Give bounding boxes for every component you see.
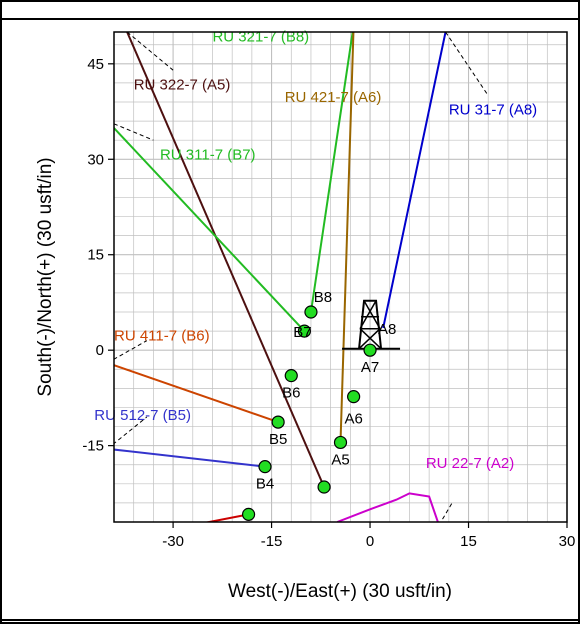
- point-label: B6: [282, 385, 300, 402]
- series-label: RU 411-7 (B6): [114, 328, 210, 345]
- well-path-line: [309, 32, 354, 313]
- x-tick-label: 30: [559, 533, 576, 550]
- series-label: RU 31-7 (A8): [449, 102, 537, 119]
- point-label: B7: [293, 324, 311, 341]
- point-label: A5: [331, 451, 349, 468]
- well-path-line: [336, 492, 439, 522]
- surface-marker: [258, 460, 272, 474]
- surface-marker: [284, 369, 298, 383]
- series-label: RU 322-7 (A5): [134, 76, 231, 93]
- x-tick-label: 0: [366, 533, 374, 550]
- leader-line: [114, 416, 148, 445]
- surface-marker: [317, 480, 331, 494]
- series-label: RU 311-7 (B7): [160, 146, 256, 163]
- x-tick-label: -15: [261, 533, 283, 550]
- surface-marker: [347, 390, 361, 404]
- point-label: B5: [269, 431, 287, 448]
- x-tick-label: 15: [460, 533, 477, 550]
- surface-markers: [241, 305, 377, 521]
- series-label: RU 512-7 (B5): [94, 407, 191, 424]
- surface-marker: [241, 507, 256, 521]
- labels: A5 A6 A7 A8 B4 B5 B6 B7 B8 RU 22-7 (A2) RU 321-7 (…: [94, 29, 537, 493]
- well-path-line: [203, 513, 249, 522]
- x-tick-label: -30: [162, 533, 184, 550]
- leader-line: [114, 123, 154, 141]
- point-label: A6: [344, 411, 362, 428]
- point-label: A7: [361, 359, 379, 376]
- point-label: B8: [314, 289, 332, 306]
- leader-line: [114, 340, 148, 360]
- surface-marker: [333, 435, 348, 450]
- well-path-line: [114, 364, 279, 424]
- rig-brace: [359, 300, 377, 330]
- surface-marker: [304, 305, 318, 319]
- surface-marker: [363, 343, 377, 357]
- well-path-line: [114, 448, 266, 468]
- series-label: RU 321-7 (B8): [212, 29, 309, 46]
- well-path-line: [114, 126, 306, 332]
- y-tick-label: 45: [87, 56, 104, 73]
- point-label: B4: [256, 476, 274, 493]
- well-paths: [114, 32, 447, 522]
- rig-brace: [358, 328, 381, 350]
- rig-brace: [363, 300, 381, 330]
- leader-line: [445, 32, 489, 96]
- axis-ticks: -30 -15 0 15 30 -15 0 15 30 45: [82, 56, 575, 550]
- leader-line: [440, 502, 453, 522]
- surface-marker: [271, 415, 285, 429]
- plot-frame: [113, 31, 568, 523]
- y-tick-label: -15: [82, 438, 104, 455]
- leader-line: [126, 32, 174, 71]
- y-axis-title: South(-)/North(+) (30 usft/in): [35, 157, 56, 396]
- y-tick-label: 30: [87, 151, 104, 168]
- series-label: RU 421-7 (A6): [285, 89, 382, 106]
- grid: [113, 32, 568, 523]
- series-label: RU 22-7 (A2): [426, 455, 514, 472]
- well-path-line: [339, 32, 355, 443]
- x-axis-title: West(-)/East(+) (30 usft/in): [228, 581, 452, 602]
- y-tick-label: 0: [96, 342, 104, 359]
- surface-marker: [297, 324, 311, 338]
- point-label: A8: [378, 321, 396, 338]
- leader-lines: [114, 32, 489, 522]
- well-path-line: [126, 32, 326, 488]
- well-path-line: [382, 32, 447, 329]
- y-tick-label: 15: [87, 247, 104, 264]
